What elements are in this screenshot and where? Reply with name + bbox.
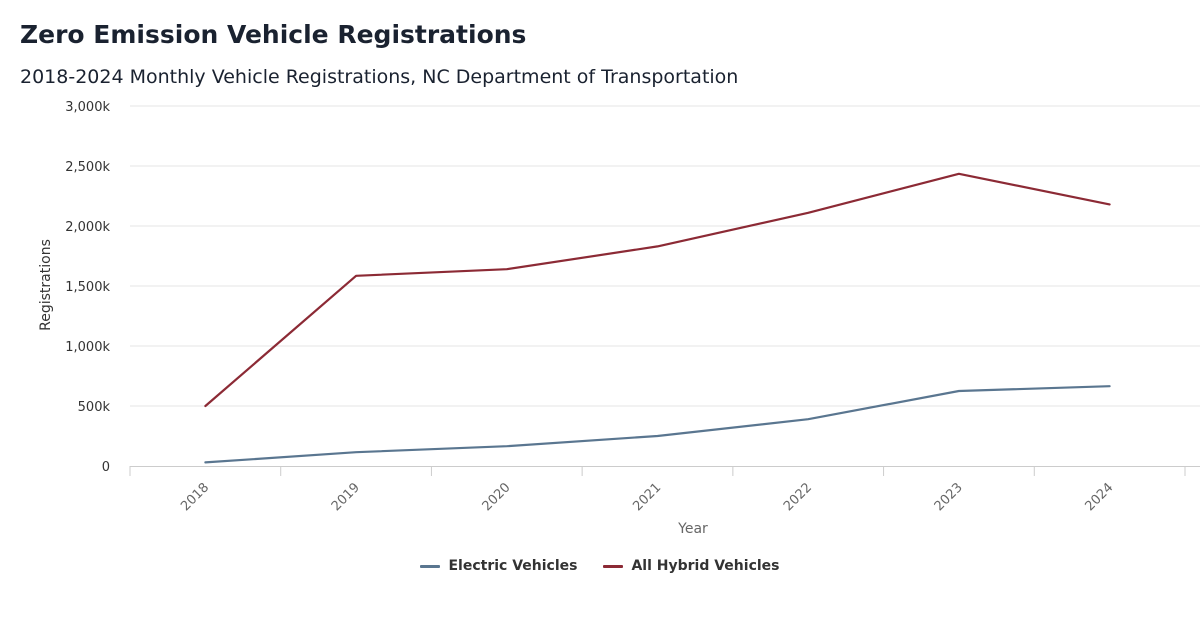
y-tick-label: 3,000k — [65, 100, 110, 115]
legend-item-electric-vehicles[interactable]: Electric Vehicles — [420, 558, 577, 574]
y-tick-label: 2,000k — [65, 220, 110, 235]
y-tick-label: 1,000k — [65, 340, 110, 355]
grid-lines — [130, 105, 1200, 407]
legend-swatch — [420, 564, 441, 568]
y-tick-label: 500k — [78, 400, 111, 415]
y-axis-title: Registrations — [38, 239, 54, 331]
legend-swatch — [603, 564, 624, 568]
legend-label: Electric Vehicles — [448, 558, 578, 574]
y-tick-label: 0 — [102, 460, 110, 475]
chart-subtitle: 2018-2024 Monthly Vehicle Registrations,… — [20, 66, 739, 88]
chart-title: Zero Emission Vehicle Registrations — [20, 20, 527, 49]
series-line-electric-vehicles[interactable] — [204, 385, 1111, 464]
x-tick-label: 2019 — [329, 480, 363, 514]
x-tick-label: 2022 — [781, 480, 815, 514]
x-axis: 2018 2019 2020 2021 2022 2023 2024 — [129, 466, 1200, 514]
x-tick-label: 2020 — [480, 480, 514, 514]
y-tick-label: 2,500k — [65, 160, 110, 175]
y-axis-ticks: 0 500k 1,000k 1,500k 2,000k 2,500k 3,000k — [65, 100, 110, 475]
y-tick-label: 1,500k — [65, 280, 110, 295]
x-tick-label: 2018 — [178, 480, 212, 514]
x-tick-label: 2023 — [932, 480, 966, 514]
x-axis-title: Year — [677, 521, 708, 537]
chart-legend: Electric Vehicles All Hybrid Vehicles — [0, 558, 1200, 574]
series-line-all-hybrid-vehicles[interactable] — [204, 172, 1111, 408]
legend-label: All Hybrid Vehicles — [631, 558, 780, 574]
x-tick-label: 2024 — [1082, 480, 1116, 514]
legend-item-all-hybrid-vehicles[interactable]: All Hybrid Vehicles — [603, 558, 780, 574]
series-lines — [204, 172, 1111, 464]
x-tick-label: 2021 — [630, 480, 664, 514]
